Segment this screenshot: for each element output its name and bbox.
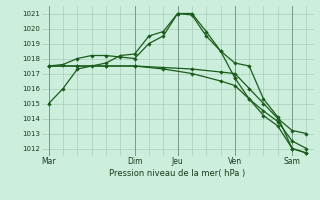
X-axis label: Pression niveau de la mer( hPa ): Pression niveau de la mer( hPa ): [109, 169, 246, 178]
